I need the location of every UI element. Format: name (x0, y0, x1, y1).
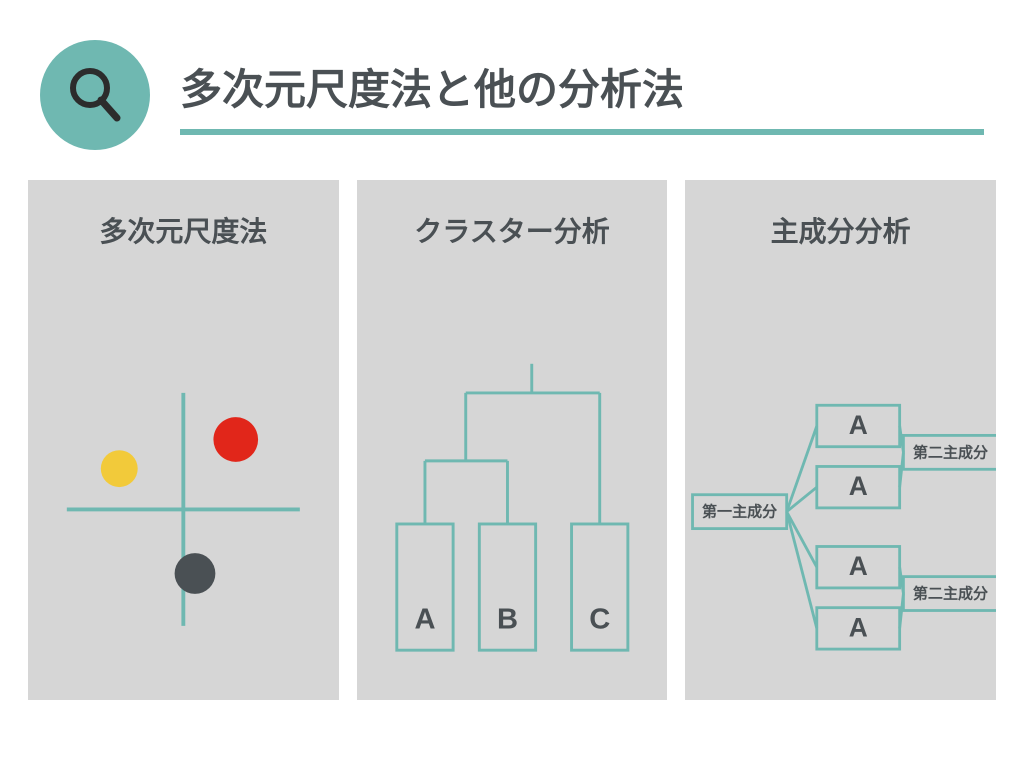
panels-row: 多次元尺度法 クラスター分析 ABC 主成分分析 第一主成分AAAA第二主成分第… (0, 150, 1024, 730)
panel-title-pca: 主成分分析 (695, 210, 986, 250)
panel-cluster: クラスター分析 A B C (357, 180, 668, 700)
magnifier-icon (63, 63, 127, 127)
panel-body-cluster: A B C (357, 280, 668, 700)
panel-title-cluster: クラスター分析 (367, 210, 658, 250)
svg-text:A: A (849, 410, 868, 440)
title-wrap: 多次元尺度法と他の分析法 (180, 56, 984, 135)
header-icon-circle (40, 40, 150, 150)
panel-title-mds: 多次元尺度法 (38, 210, 329, 250)
pca-tree: 第一主成分AAAA第二主成分第二主成分 (685, 280, 996, 700)
svg-text:A: A (849, 471, 868, 501)
mds-plot (28, 280, 339, 700)
svg-text:第二主成分: 第二主成分 (913, 584, 988, 602)
panel-pca: 主成分分析 第一主成分AAAA第二主成分第二主成分 (685, 180, 996, 700)
panel-body-pca: 第一主成分AAAA第二主成分第二主成分 (685, 280, 996, 700)
svg-text:A: A (849, 551, 868, 581)
svg-text:第二主成分: 第二主成分 (913, 443, 988, 461)
svg-text:C: C (589, 604, 610, 636)
svg-text:第一主成分: 第一主成分 (702, 503, 777, 521)
panel-mds: 多次元尺度法 (28, 180, 339, 700)
header: 多次元尺度法と他の分析法 (0, 0, 1024, 150)
panel-body-mds (28, 280, 339, 700)
page-title: 多次元尺度法と他の分析法 (180, 56, 984, 135)
svg-text:A: A (414, 604, 435, 636)
svg-text:B: B (497, 604, 518, 636)
dendrogram: A B C (357, 280, 668, 700)
svg-text:A: A (849, 612, 868, 642)
